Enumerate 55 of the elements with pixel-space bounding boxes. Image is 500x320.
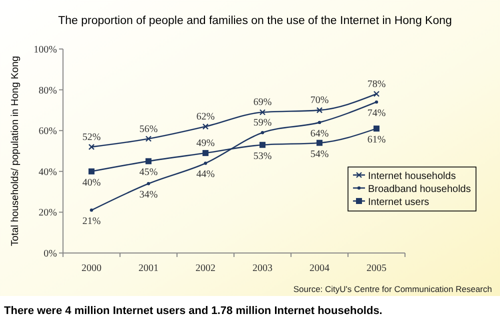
point [202, 123, 209, 130]
data-label: 59% [253, 118, 272, 129]
x-tick-label: 2002 [196, 263, 216, 274]
data-label: 74% [367, 108, 386, 120]
data-label: 34% [139, 190, 158, 201]
y-tick-label: 40% [38, 166, 57, 178]
chart-title: The proportion of people and families on the use of the Internet in Hong Kong [58, 15, 452, 27]
legend-label: Internet users [368, 197, 430, 208]
data-label: 61% [367, 134, 386, 146]
data-label: 69% [253, 97, 272, 108]
x-tick-label: 2005 [366, 263, 386, 274]
data-label: 64% [310, 128, 329, 140]
data-label: 56% [139, 124, 158, 135]
point [316, 140, 322, 146]
point [88, 168, 94, 174]
data-label: 21% [82, 216, 101, 228]
y-tick-label: 20% [38, 208, 57, 219]
legend-label: Internet households [368, 171, 456, 182]
data-label: 53% [253, 150, 272, 162]
data-label: 78% [367, 78, 386, 90]
point [202, 150, 208, 156]
point [88, 144, 95, 150]
data-label: 44% [196, 169, 215, 180]
y-tick-label: 100% [34, 44, 57, 56]
point [318, 120, 322, 124]
data-label: 62% [196, 112, 215, 123]
data-label: 45% [139, 167, 158, 178]
point [316, 107, 323, 114]
data-label: 49% [196, 138, 215, 150]
y-tick-label: 60% [38, 126, 57, 138]
x-tick-label: 2000 [82, 263, 102, 274]
y-tick-label: 0% [44, 248, 57, 260]
point [259, 109, 266, 116]
x-tick-label: 2003 [252, 263, 272, 274]
point [373, 90, 380, 97]
point [260, 131, 264, 134]
data-label: 52% [82, 132, 101, 143]
point [146, 182, 150, 186]
point [374, 126, 380, 132]
y-tick-label: 80% [38, 85, 57, 96]
point [146, 158, 152, 164]
x-tick-label: 2004 [310, 263, 330, 274]
point [204, 162, 208, 165]
point [260, 142, 266, 148]
data-label: 40% [82, 177, 101, 188]
x-tick-label: 2001 [138, 263, 158, 274]
point [90, 208, 94, 212]
text: There were 4 million Internet users and 1.78 million Internet households. [4, 305, 382, 317]
data-label: 70% [310, 95, 329, 106]
point [145, 136, 152, 142]
point [374, 100, 378, 104]
source-note: Source: CityU's Centre for Communication Research [293, 284, 492, 294]
data-label: 54% [310, 148, 329, 160]
legend-label: Broadband households [368, 184, 471, 195]
y-axis-title: Total households/ population in Hong Kong [10, 56, 21, 246]
